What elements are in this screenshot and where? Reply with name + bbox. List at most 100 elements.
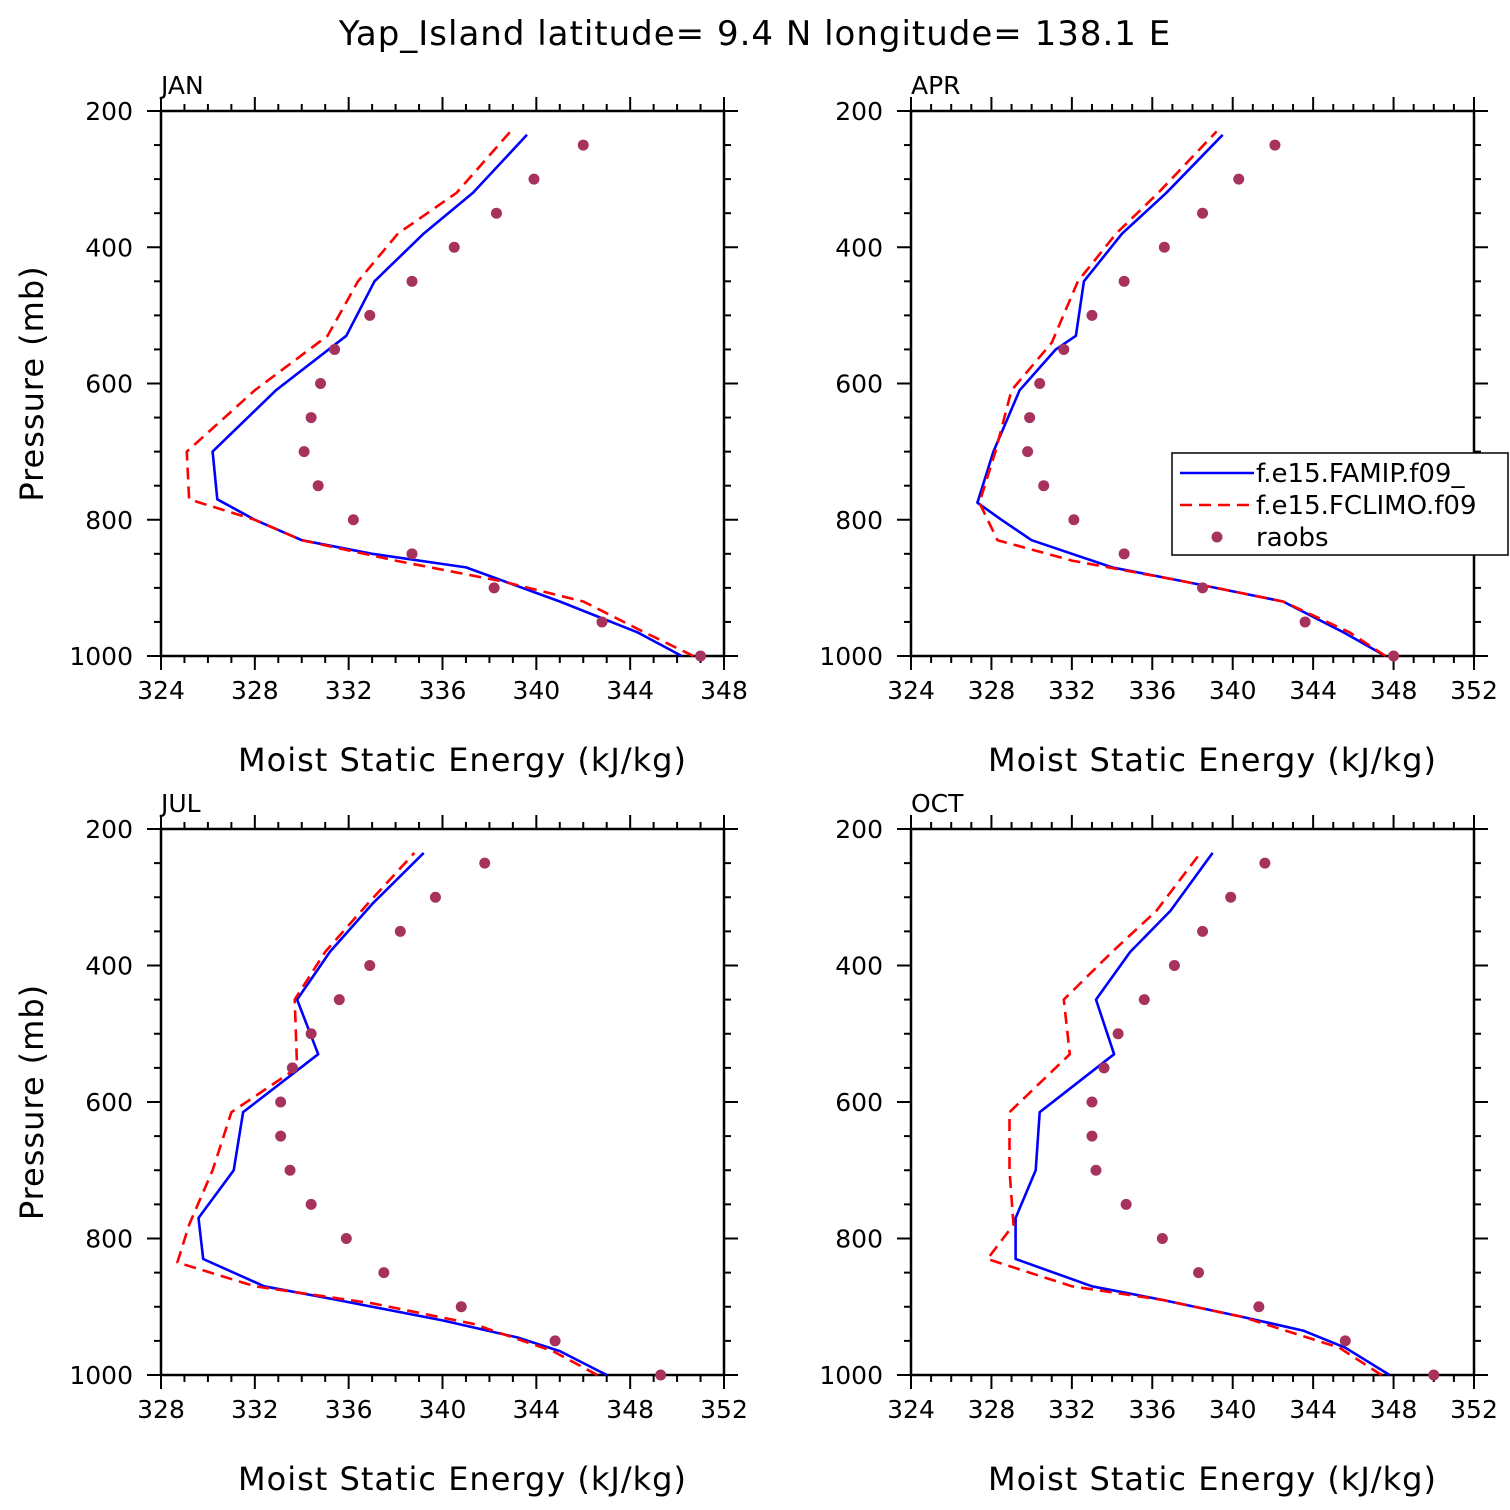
y-tick-label: 200	[835, 815, 883, 844]
x-tick-label: 328	[968, 676, 1016, 705]
y-tick-label: 400	[835, 952, 883, 981]
series-fclimo-line	[185, 130, 695, 658]
raobs-point	[305, 1198, 317, 1210]
raobs-point	[596, 616, 608, 628]
raobs-point	[1269, 139, 1281, 151]
raobs-point	[1197, 925, 1209, 937]
raobs-point	[448, 241, 460, 253]
x-tick-label: 328	[137, 1395, 185, 1424]
raobs-point	[305, 1028, 317, 1040]
raobs-point	[284, 1164, 296, 1176]
series-famip-line	[976, 133, 1387, 658]
raobs-point	[1112, 1028, 1124, 1040]
y-tick-label: 1000	[69, 642, 133, 671]
raobs-point	[528, 173, 540, 185]
raobs-point	[286, 1062, 298, 1074]
raobs-point	[1058, 343, 1070, 355]
y-tick-label: 600	[835, 370, 883, 399]
x-tick-label: 332	[1048, 676, 1096, 705]
x-tick-label: 348	[1370, 676, 1418, 705]
raobs-point	[1024, 412, 1036, 424]
raobs-point	[1118, 275, 1130, 287]
panel-label: OCT	[911, 789, 964, 818]
raobs-point	[455, 1301, 467, 1313]
raobs-point	[1086, 309, 1098, 321]
x-tick-label: 340	[1209, 676, 1257, 705]
x-axis-title: Moist Static Energy (kJ/kg)	[988, 1460, 1437, 1498]
legend-label: raobs	[1256, 523, 1329, 553]
y-tick-label: 200	[85, 815, 133, 844]
figure-title: Yap_Island latitude= 9.4 N longitude= 13…	[338, 14, 1171, 54]
raobs-point	[406, 548, 418, 560]
raobs-point	[488, 582, 500, 594]
x-tick-label: 344	[1289, 1395, 1337, 1424]
series-famip-line	[211, 133, 683, 658]
panel-label: JUL	[159, 789, 201, 818]
raobs-point	[1138, 994, 1150, 1006]
raobs-point	[1388, 650, 1400, 662]
series-raobs	[1022, 139, 1400, 662]
y-tick-label: 1000	[69, 1361, 133, 1390]
raobs-point	[1118, 548, 1130, 560]
x-tick-label: 352	[1450, 1395, 1498, 1424]
raobs-point	[577, 139, 589, 151]
raobs-point	[1259, 857, 1271, 869]
panel-jan: JAN 324 328 332 336 340 344 348 200 400 600 800 1000…	[13, 71, 748, 779]
x-tick-label: 328	[968, 1395, 1016, 1424]
raobs-point	[1068, 514, 1080, 526]
x-tick-label: 332	[1048, 1395, 1096, 1424]
panel-oct: OCT 324 328 332 336 340 344 348 352 200 400 600 800 1…	[819, 789, 1497, 1498]
x-tick-label: 348	[606, 1395, 654, 1424]
panels: JAN 324 328 332 336 340 344 348 200 400 600 800 1000…	[13, 71, 1509, 1498]
raobs-point	[1120, 1198, 1132, 1210]
x-tick-label: 352	[1450, 676, 1498, 705]
raobs-point	[1086, 1096, 1098, 1108]
y-tick-label: 1000	[819, 1361, 883, 1390]
raobs-point	[549, 1335, 561, 1347]
x-axis-title: Moist Static Energy (kJ/kg)	[238, 741, 687, 779]
x-tick-label: 340	[419, 1395, 467, 1424]
series-famip-line	[1014, 852, 1391, 1377]
raobs-point	[695, 650, 707, 662]
y-tick-label: 200	[85, 97, 133, 126]
raobs-point	[490, 207, 502, 219]
raobs-point	[1090, 1164, 1102, 1176]
series-raobs	[1086, 857, 1440, 1381]
raobs-point	[305, 412, 317, 424]
x-tick-label: 340	[512, 676, 560, 705]
series-fclimo-line	[176, 852, 598, 1377]
raobs-point	[1339, 1335, 1351, 1347]
y-tick-label: 200	[835, 97, 883, 126]
raobs-point	[275, 1130, 287, 1142]
raobs-point	[655, 1369, 667, 1381]
series-fclimo-line	[986, 852, 1383, 1377]
raobs-point	[315, 378, 327, 389]
raobs-point	[275, 1096, 287, 1108]
x-tick-label: 328	[231, 676, 279, 705]
raobs-point	[1197, 207, 1209, 219]
series-raobs	[275, 857, 667, 1381]
y-tick-label: 600	[85, 370, 133, 399]
series-fclimo-line	[978, 130, 1387, 658]
raobs-point	[1253, 1301, 1265, 1313]
y-tick-label: 800	[85, 506, 133, 535]
plot-frame	[909, 827, 1476, 1377]
x-tick-label: 336	[1128, 676, 1176, 705]
raobs-point	[1158, 241, 1170, 253]
plot-frame	[909, 109, 1476, 658]
y-tick-label: 600	[835, 1088, 883, 1117]
raobs-point	[394, 925, 406, 937]
x-tick-label: 344	[606, 676, 654, 705]
x-tick-label: 340	[1209, 1395, 1257, 1424]
x-tick-label: 324	[137, 676, 185, 705]
raobs-point	[333, 994, 345, 1006]
x-tick-label: 336	[419, 676, 467, 705]
y-tick-label: 400	[835, 233, 883, 262]
raobs-point	[1168, 960, 1180, 971]
raobs-point	[298, 446, 310, 458]
x-tick-label: 332	[325, 676, 373, 705]
legend-raobs-swatch	[1211, 531, 1223, 543]
y-tick-label: 800	[835, 1225, 883, 1254]
panel-label: APR	[911, 71, 961, 100]
